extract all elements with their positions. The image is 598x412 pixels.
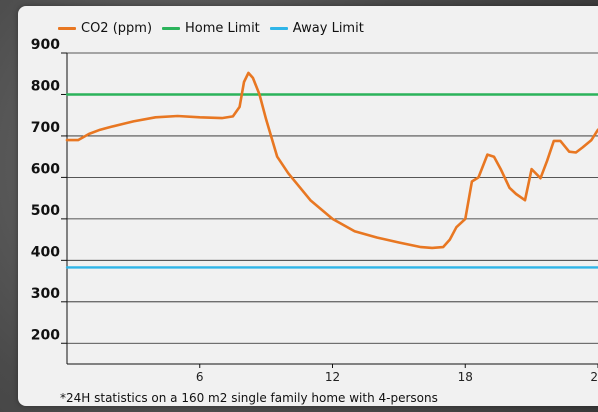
tick-label-y-300: 300 bbox=[31, 286, 60, 302]
legend-item-home-limit: Home Limit bbox=[162, 21, 260, 36]
legend-swatch-home-limit bbox=[162, 26, 181, 30]
tick-label-y-600: 600 bbox=[31, 161, 60, 177]
tick-label-y-400: 400 bbox=[31, 244, 60, 260]
tick-label-x-12: 12 bbox=[325, 370, 340, 384]
chart-footnote: *24H statistics on a 160 m2 single famil… bbox=[60, 391, 438, 405]
tick-label-y-900: 900 bbox=[31, 37, 60, 53]
tick-label-y-700: 700 bbox=[31, 120, 60, 136]
legend-label-home-limit: Home Limit bbox=[185, 20, 260, 36]
chart-legend: CO2 (ppm) Home Limit Away Limit bbox=[58, 16, 374, 40]
tick-label-y-800: 800 bbox=[31, 78, 60, 94]
legend-item-away-limit: Away Limit bbox=[269, 20, 364, 36]
tick-label-y-500: 500 bbox=[31, 203, 60, 219]
tick-label-x-18: 18 bbox=[458, 370, 473, 384]
tick-label-x-24: 24 bbox=[590, 370, 598, 384]
tick-label-y-200: 200 bbox=[31, 327, 60, 343]
legend-swatch-away-limit bbox=[269, 26, 288, 30]
legend-swatch-co2 bbox=[58, 26, 76, 30]
chart-panel bbox=[18, 6, 598, 406]
legend-label-away-limit: Away Limit bbox=[292, 20, 364, 36]
series-line-co2-ppm bbox=[65, 71, 598, 250]
legend-item-co2: CO2 (ppm) bbox=[58, 21, 152, 36]
tick-label-x-6: 6 bbox=[196, 370, 204, 384]
legend-label-co2: CO2 (ppm) bbox=[81, 20, 153, 36]
